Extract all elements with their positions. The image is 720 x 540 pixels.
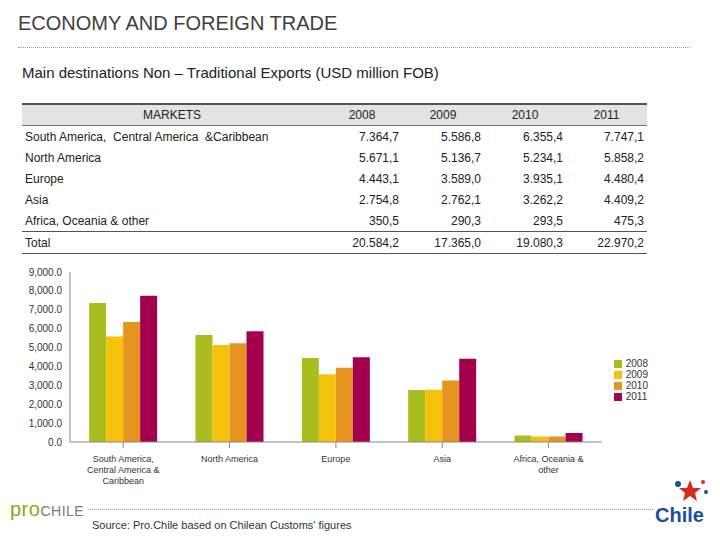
html-text:350,5: 350,5 xyxy=(369,213,399,228)
svg-text:5,000.0: 5,000.0 xyxy=(29,342,63,353)
html-text:7.364,7: 7.364,7 xyxy=(359,129,399,144)
svg-text:North America: North America xyxy=(201,454,258,464)
svg-text:8,000.0: 8,000.0 xyxy=(29,285,63,296)
html-text:South America, Central America: South America, Central America &Caribbea… xyxy=(25,129,269,144)
svg-text:4,000.0: 4,000.0 xyxy=(29,361,63,372)
html-text:3.935,1: 3.935,1 xyxy=(523,171,563,186)
html-text:17.365,0: 17.365,0 xyxy=(434,235,481,250)
html-text:7.747,1: 7.747,1 xyxy=(604,129,644,144)
html-text:3.589,0: 3.589,0 xyxy=(441,171,481,186)
html-text:Main destinations Non – Tradit: Main destinations Non – Traditional Expo… xyxy=(22,64,439,81)
html-text:6.355,4: 6.355,4 xyxy=(523,129,563,144)
html-text:2.762,1: 2.762,1 xyxy=(441,192,481,207)
html-text:2008: 2008 xyxy=(348,108,376,122)
svg-text:2,000.0: 2,000.0 xyxy=(29,399,63,410)
html-text:20.584,2: 20.584,2 xyxy=(352,235,399,250)
html-text:19.080,3: 19.080,3 xyxy=(516,235,563,250)
html-text:5.858,2: 5.858,2 xyxy=(604,150,644,165)
html-text:4.409,2: 4.409,2 xyxy=(604,192,644,207)
html-text:North America: North America xyxy=(25,150,101,165)
html-text:Chile: Chile xyxy=(655,504,704,526)
html-text:5.586,8: 5.586,8 xyxy=(441,129,481,144)
html-text:4.480,4: 4.480,4 xyxy=(604,171,644,186)
html-text:293,5: 293,5 xyxy=(533,213,563,228)
html-text:4.443,1: 4.443,1 xyxy=(359,171,399,186)
svg-text:9,000.0: 9,000.0 xyxy=(29,267,63,278)
svg-text:South America,Central America: South America,Central America &Caribbean xyxy=(87,454,160,486)
html-text:5.234,1: 5.234,1 xyxy=(523,150,563,165)
html-text:475,3: 475,3 xyxy=(614,213,644,228)
svg-text:0.0: 0.0 xyxy=(48,437,62,448)
svg-text:1,000.0: 1,000.0 xyxy=(29,418,63,429)
html-text:Africa, Oceania & other: Africa, Oceania & other xyxy=(25,213,150,228)
svg-text:Asia: Asia xyxy=(433,454,451,464)
html-text:2010: 2010 xyxy=(511,108,539,122)
svg-text:7,000.0: 7,000.0 xyxy=(29,304,63,315)
svg-text:6,000.0: 6,000.0 xyxy=(29,323,63,334)
html-text:2009: 2009 xyxy=(429,108,457,122)
html-text:ECONOMY AND FOREIGN TRADE: ECONOMY AND FOREIGN TRADE xyxy=(18,12,338,34)
html-text:2010: 2010 xyxy=(625,379,648,391)
html-text:5.136,7: 5.136,7 xyxy=(441,150,481,165)
html-text:Source: Pro.Chile based on Chi: Source: Pro.Chile based on Chilean Custo… xyxy=(92,519,352,531)
html-text:22.970,2: 22.970,2 xyxy=(597,235,644,250)
svg-text:Africa, Oceania &other: Africa, Oceania &other xyxy=(514,454,584,475)
html-text:3.262,2: 3.262,2 xyxy=(523,192,563,207)
html-text:2011: 2011 xyxy=(625,390,648,402)
html-text:5.671,1: 5.671,1 xyxy=(359,150,399,165)
html-text:Asia: Asia xyxy=(25,192,49,207)
html-text:Europe: Europe xyxy=(25,171,64,186)
svg-text:3,000.0: 3,000.0 xyxy=(29,380,63,391)
svg-text:Europe: Europe xyxy=(321,454,350,464)
html-text:290,3: 290,3 xyxy=(451,213,481,228)
html-text:MARKETS: MARKETS xyxy=(143,108,201,122)
html-text:2009: 2009 xyxy=(625,368,648,380)
html-text:proCHILE: proCHILE xyxy=(10,498,85,520)
html-text:2008: 2008 xyxy=(625,357,648,369)
html-text:2.754,8: 2.754,8 xyxy=(359,192,399,207)
html-text:Total: Total xyxy=(25,235,51,250)
html-text:2011: 2011 xyxy=(593,108,620,122)
